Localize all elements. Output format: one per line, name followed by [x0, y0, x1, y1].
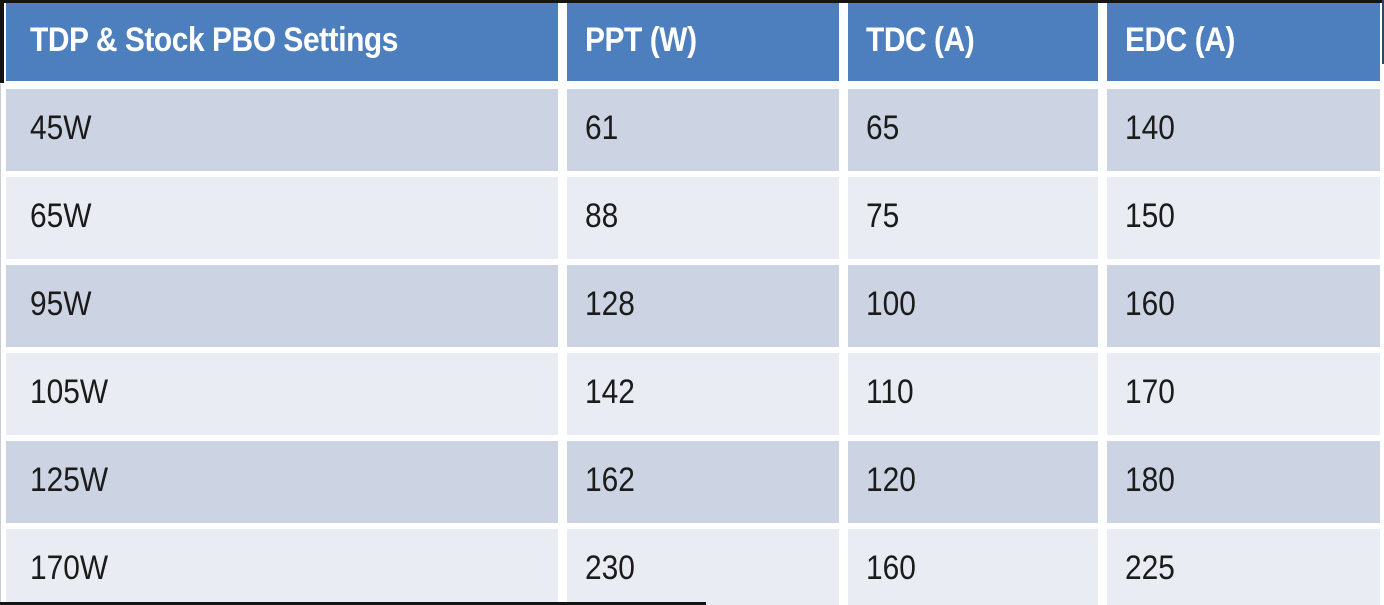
table-edge-left-faint [0, 84, 1, 602]
cell-tdc: 160 [848, 529, 1098, 605]
table-row: 65W 88 75 150 [6, 177, 1380, 259]
cell-tdc: 110 [848, 353, 1098, 435]
cell-edc: 150 [1107, 177, 1380, 259]
cell-ppt: 142 [567, 353, 839, 435]
cell-value: 110 [866, 372, 914, 411]
cell-value: 65 [866, 108, 900, 147]
cell-tdp: 45W [6, 89, 558, 171]
column-header-ppt-w: PPT (W) [567, 3, 839, 81]
cell-tdc: 65 [848, 89, 1098, 171]
cell-value: 125W [30, 460, 109, 499]
cell-value: 170W [30, 548, 109, 587]
cell-edc: 225 [1107, 529, 1380, 605]
column-header-label: TDP & Stock PBO Settings [30, 20, 398, 59]
table-border-top [0, 0, 1384, 3]
column-header-edc-a: EDC (A) [1107, 3, 1380, 81]
column-header-tdp-stock-pbo-settings: TDP & Stock PBO Settings [6, 3, 558, 81]
table-header-row: TDP & Stock PBO Settings PPT (W) TDC (A)… [6, 3, 1380, 81]
cell-value: 140 [1125, 108, 1175, 147]
cell-value: 150 [1125, 196, 1175, 235]
cell-tdp: 125W [6, 441, 558, 523]
cell-tdc: 75 [848, 177, 1098, 259]
cell-ppt: 162 [567, 441, 839, 523]
cell-value: 61 [585, 108, 619, 147]
cell-ppt: 88 [567, 177, 839, 259]
cell-value: 45W [30, 108, 92, 147]
table-row: 125W 162 120 180 [6, 441, 1380, 523]
cell-tdp: 65W [6, 177, 558, 259]
table-border-left [0, 0, 4, 83]
cell-edc: 170 [1107, 353, 1380, 435]
cell-tdp: 95W [6, 265, 558, 347]
table-border-right [1382, 0, 1384, 64]
cell-edc: 160 [1107, 265, 1380, 347]
cell-edc: 140 [1107, 89, 1380, 171]
cell-tdp: 170W [6, 529, 558, 605]
cell-value: 65W [30, 196, 92, 235]
cell-value: 105W [30, 372, 109, 411]
cell-value: 160 [1125, 284, 1175, 323]
cell-tdp: 105W [6, 353, 558, 435]
cell-value: 142 [585, 372, 635, 411]
cell-ppt: 128 [567, 265, 839, 347]
cell-value: 230 [585, 548, 635, 587]
table-row: 105W 142 110 170 [6, 353, 1380, 435]
cell-edc: 180 [1107, 441, 1380, 523]
table-row: 95W 128 100 160 [6, 265, 1380, 347]
column-header-tdc-a: TDC (A) [848, 3, 1098, 81]
cell-value: 88 [585, 196, 619, 235]
table-row: 170W 230 160 225 [6, 529, 1380, 605]
table-border-bottom [0, 602, 706, 605]
column-header-label: EDC (A) [1125, 20, 1235, 59]
cell-tdc: 100 [848, 265, 1098, 347]
cell-value: 128 [585, 284, 635, 323]
cell-value: 95W [30, 284, 92, 323]
cell-value: 170 [1125, 372, 1175, 411]
cell-value: 120 [866, 460, 916, 499]
column-header-label: PPT (W) [585, 20, 697, 59]
cell-value: 180 [1125, 460, 1175, 499]
cell-ppt: 61 [567, 89, 839, 171]
cell-tdc: 120 [848, 441, 1098, 523]
cell-value: 162 [585, 460, 635, 499]
cell-value: 75 [866, 196, 900, 235]
cell-value: 225 [1125, 548, 1175, 587]
cell-ppt: 230 [567, 529, 839, 605]
table-row: 45W 61 65 140 [6, 89, 1380, 171]
cell-value: 160 [866, 548, 916, 587]
cell-value: 100 [866, 284, 916, 323]
column-header-label: TDC (A) [866, 20, 975, 59]
